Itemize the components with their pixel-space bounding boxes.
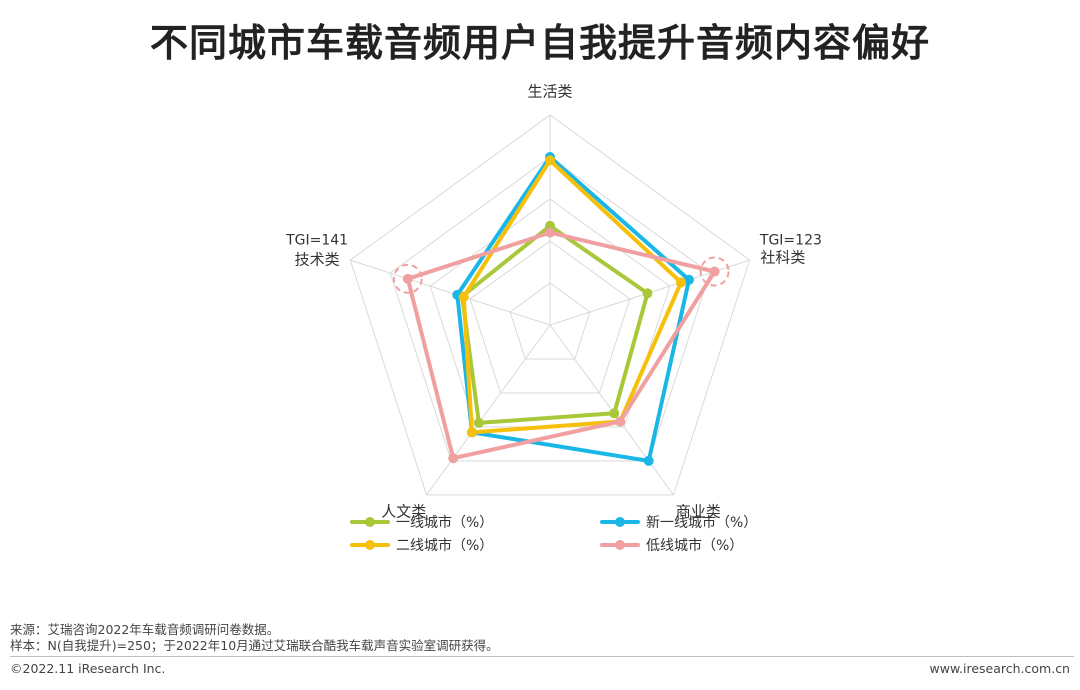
website-link[interactable]: www.iresearch.com.cn [929, 661, 1071, 676]
grid-ring-5 [349, 114, 751, 496]
axis-label-3: 商业类 [676, 502, 721, 520]
legend-item-new-tier1: 新一线城市（%） [600, 512, 757, 532]
legend-item-tier1: 一线城市（%） [350, 512, 493, 532]
grid-ring-2 [469, 240, 631, 394]
grid-ring-4 [389, 156, 711, 462]
series-4-point-5 [402, 273, 413, 284]
legend-label-tier2: 二线城市（%） [396, 538, 494, 554]
tgi-label-2: TGI=123 [759, 233, 822, 249]
legend-marker-low-tier [600, 535, 640, 555]
axis-label-2: 社科类 [760, 249, 805, 267]
series-4-point-2 [709, 266, 720, 277]
legend-marker-tier2 [350, 535, 390, 555]
series-3-point-1 [545, 155, 555, 166]
series-3-point-4 [467, 427, 477, 438]
grid-ring-1 [509, 282, 591, 360]
series-2-point-2 [684, 274, 694, 285]
series-1-point-3 [609, 408, 620, 419]
legend-label-new-tier1: 新一线城市（%） [646, 515, 758, 531]
series-line-1 [460, 223, 650, 425]
legend-marker-tier1 [350, 512, 390, 532]
legend: 一线城市（%） 新一线城市（%） 二线城市（%） 低线城市（%） [350, 508, 770, 556]
axis-label-4: 人文类 [381, 502, 426, 520]
legend-item-tier2: 二线城市（%） [350, 535, 493, 555]
legend-item-low-tier: 低线城市（%） [600, 535, 743, 555]
source-note: 来源：艾瑞咨询2022年车载音频调研问卷数据。 [10, 622, 280, 637]
chart-title: 不同城市车载音频用户自我提升音频内容偏好 [149, 21, 930, 65]
series-4-point-4 [448, 453, 459, 464]
series-2-point-3 [643, 455, 654, 466]
series-3-point-5 [458, 292, 469, 302]
footer-notes: 来源：艾瑞咨询2022年车载音频调研问卷数据。 样本：N(自我提升)=250；于… [10, 622, 499, 654]
series-4-point-3 [615, 416, 626, 427]
series-line-4 [405, 230, 717, 461]
footer-divider [10, 656, 1074, 657]
series-4-point-1 [545, 227, 555, 238]
axis-spoke-4 [426, 324, 551, 496]
series-3-point-2 [676, 277, 686, 288]
series-1-point-2 [642, 288, 653, 299]
copyright: ©2022.11 iResearch Inc. [10, 661, 166, 676]
tgi-highlight-2 [699, 256, 730, 287]
legend-marker-new-tier1 [600, 512, 640, 532]
series-line-3 [461, 158, 683, 435]
series-1-point-4 [473, 417, 484, 428]
legend-label-low-tier: 低线城市（%） [646, 538, 744, 554]
axis-spoke-5 [350, 259, 551, 326]
sample-note: 样本：N(自我提升)=250；于2022年10月通过艾瑞联合酷我车载声音实验室调… [10, 638, 499, 653]
axis-label-5: 技术类 [295, 251, 340, 269]
tgi-highlight-1 [392, 263, 423, 294]
axis-label-1: 生活类 [527, 83, 572, 101]
legend-label-tier1: 一线城市（%） [396, 515, 494, 531]
tgi-label-1: TGI=141 [285, 233, 348, 249]
